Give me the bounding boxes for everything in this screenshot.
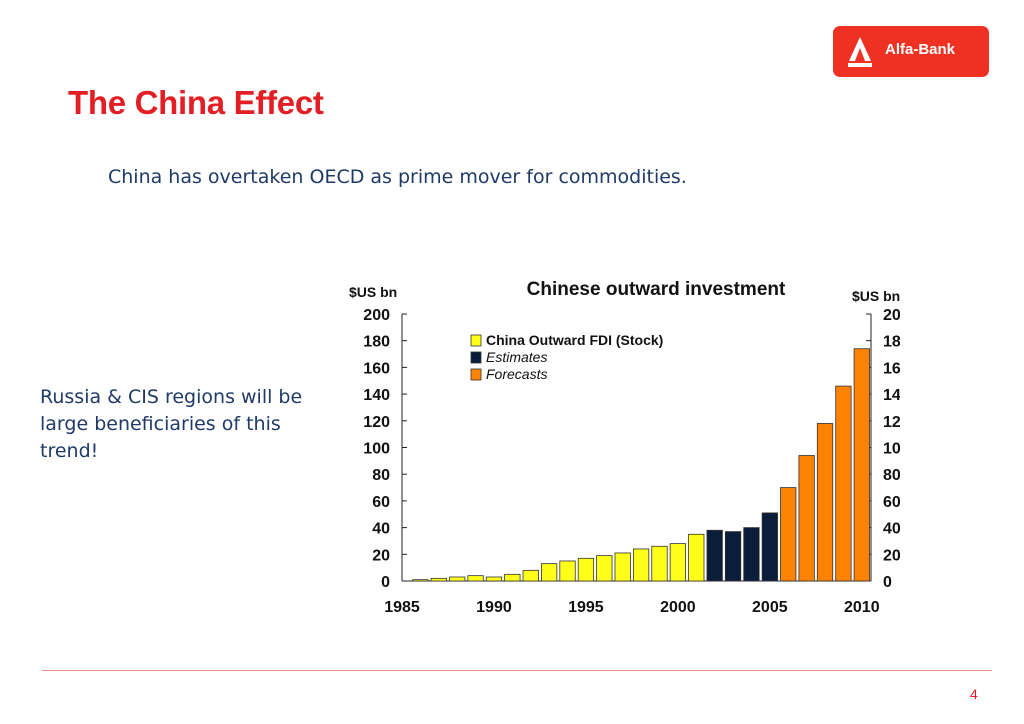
page-number: 4 (970, 686, 978, 702)
bar (761, 512, 778, 582)
bar (724, 531, 742, 582)
axes: 0 0 20 20 40 40 60 60 80 80 100 100 120 120 140 140 160 1… (363, 307, 900, 616)
logo-text: Alfa-Bank (885, 41, 956, 58)
bar (412, 579, 429, 582)
y-tick-label-right: 60 (883, 494, 900, 511)
y-tick-label-right: 200 (883, 307, 900, 324)
bar (632, 548, 650, 582)
x-tick-label: 1985 (384, 599, 420, 616)
bar (853, 348, 870, 582)
y-tick-label-left: 20 (372, 547, 390, 564)
bar (467, 575, 484, 582)
bar (706, 529, 723, 582)
y-tick-label-left: 100 (363, 441, 390, 458)
y-tick-label-left: 40 (372, 521, 390, 538)
bar (449, 576, 466, 582)
slide-subtitle: China has overtaken OECD as prime mover … (108, 166, 687, 188)
y-axis-label-right: $US bn (852, 288, 900, 304)
bar (688, 533, 705, 582)
bar (504, 573, 521, 582)
alfa-a-icon (848, 37, 872, 67)
y-tick-label-right: 140 (883, 387, 900, 404)
alfa-bank-logo[interactable]: Alfa-Bank (833, 26, 989, 77)
slide-title: The China Effect (68, 84, 324, 121)
y-tick-label-left: 80 (372, 467, 390, 484)
y-tick-label-right: 120 (883, 414, 900, 431)
x-tick-label: 2005 (752, 599, 788, 616)
legend-swatch (470, 351, 482, 364)
y-tick-label-left: 180 (363, 334, 390, 351)
investment-chart: Chinese outward investment $US bn $US bn… (349, 279, 900, 616)
y-tick-label-left: 60 (372, 494, 390, 511)
y-tick-label-right: 180 (883, 334, 900, 351)
legend-label: Forecasts (486, 366, 547, 382)
bar (559, 560, 576, 582)
footer-divider (42, 670, 992, 671)
x-tick-label: 2010 (844, 599, 880, 616)
y-axis-label-left: $US bn (349, 284, 397, 300)
y-tick-label-right: 0 (883, 574, 892, 591)
y-tick-label-left: 0 (381, 574, 390, 591)
bar (596, 555, 613, 582)
x-tick-label: 1995 (568, 599, 604, 616)
bar (743, 527, 760, 582)
y-tick-label-right: 100 (883, 441, 900, 458)
bar (522, 569, 539, 582)
bar (485, 576, 503, 582)
x-tick-label: 2000 (660, 599, 696, 616)
x-tick-label: 1990 (476, 599, 512, 616)
legend-swatch (470, 368, 482, 381)
bar (835, 385, 852, 582)
legend-swatch (470, 334, 482, 347)
bar (430, 577, 447, 582)
bar (614, 552, 631, 582)
y-tick-label-right: 80 (883, 467, 900, 484)
legend-label: Estimates (486, 349, 547, 365)
y-tick-label-right: 40 (883, 521, 900, 538)
y-tick-label-left: 200 (363, 307, 390, 324)
bar (577, 557, 595, 582)
bar (541, 563, 558, 582)
y-tick-label-right: 20 (883, 547, 900, 564)
legend-label: China Outward FDI (Stock) (486, 332, 663, 348)
chart-title: Chinese outward investment (527, 279, 786, 300)
bar (651, 545, 668, 582)
bar (798, 455, 815, 582)
bar (816, 423, 834, 582)
bars (412, 348, 870, 582)
bar (669, 543, 687, 582)
y-tick-label-left: 140 (363, 387, 390, 404)
y-tick-label-right: 160 (883, 360, 900, 377)
y-tick-label-left: 160 (363, 360, 390, 377)
bar (780, 487, 797, 582)
y-tick-label-left: 120 (363, 414, 390, 431)
side-note: Russia & CIS regions will be large benef… (40, 386, 303, 462)
legend: China Outward FDI (Stock)EstimatesForeca… (470, 332, 663, 382)
